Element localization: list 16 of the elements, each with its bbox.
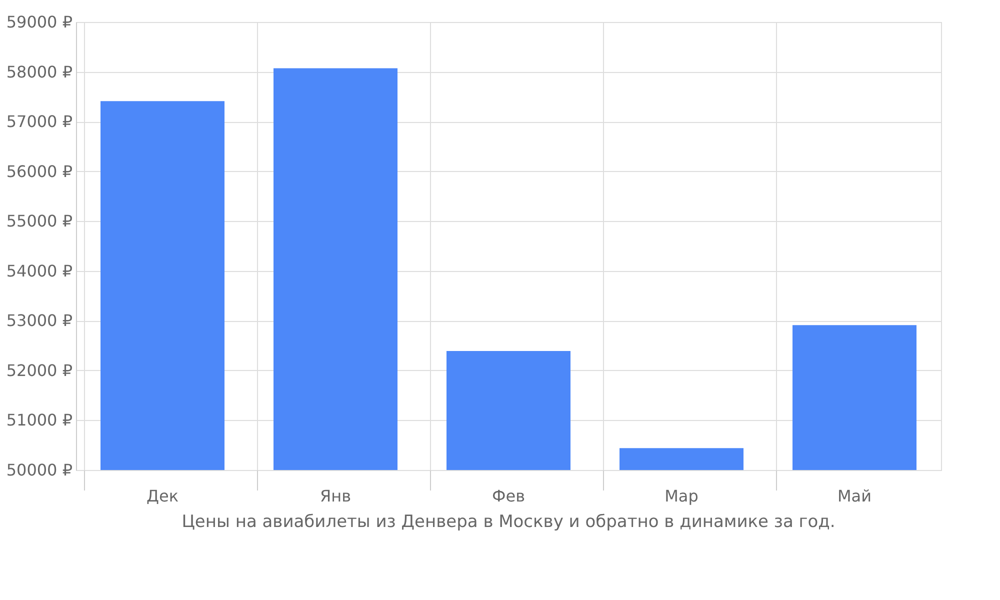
- y-tick-label: 50000 ₽: [6, 460, 72, 480]
- y-tick-label: 54000 ₽: [6, 261, 72, 280]
- x-tick-label: Май: [837, 486, 872, 506]
- y-tick-label: 59000 ₽: [6, 12, 72, 32]
- x-tick-label: Мар: [664, 486, 698, 506]
- x-tick-label: Дек: [146, 486, 179, 506]
- x-tick-label: Янв: [320, 486, 352, 506]
- y-tick-label: 52000 ₽: [6, 360, 72, 380]
- text: Цены на авиабилеты из Денвера в Москву и обратно в динамике за год.: [182, 512, 836, 532]
- y-tick-label: 55000 ₽: [6, 212, 72, 231]
- y-tick-label: 53000 ₽: [6, 311, 72, 330]
- y-tick-label: 51000 ₽: [6, 410, 72, 430]
- x-tick-label: Фев: [492, 486, 526, 506]
- y-tick-label: 56000 ₽: [6, 162, 72, 181]
- y-tick-label: 58000 ₽: [6, 62, 72, 82]
- y-tick-label: 57000 ₽: [6, 112, 72, 132]
